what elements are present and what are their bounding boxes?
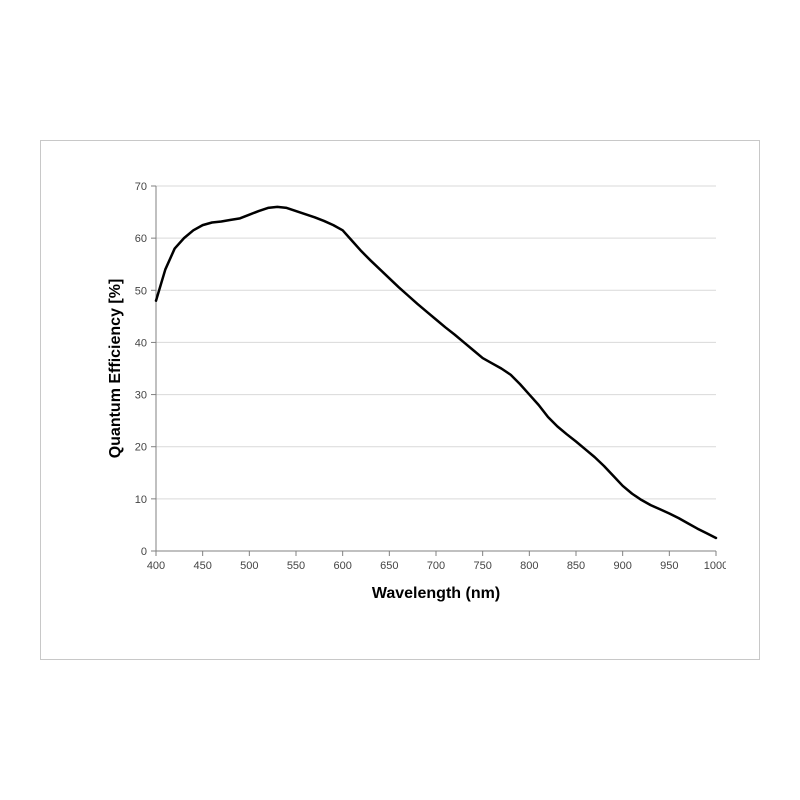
x-tick-label: 550 bbox=[287, 560, 305, 572]
x-tick-label: 600 bbox=[333, 560, 351, 572]
x-tick-label: 400 bbox=[147, 560, 165, 572]
y-axis-label: Quantum Efficiency [%] bbox=[107, 279, 124, 459]
x-tick-label: 900 bbox=[613, 560, 631, 572]
chart-container: 4004505005506006507007508008509009501000… bbox=[106, 176, 724, 604]
y-tick-label: 40 bbox=[135, 337, 147, 349]
x-tick-label: 800 bbox=[520, 560, 538, 572]
chart-frame: 4004505005506006507007508008509009501000… bbox=[40, 140, 760, 660]
y-tick-label: 50 bbox=[135, 285, 147, 297]
x-axis-label: Wavelength (nm) bbox=[372, 585, 500, 602]
x-tick-label: 1000 bbox=[704, 560, 726, 572]
y-tick-label: 0 bbox=[141, 546, 147, 558]
x-tick-label: 750 bbox=[473, 560, 491, 572]
x-tick-label: 450 bbox=[193, 560, 211, 572]
x-tick-label: 650 bbox=[380, 560, 398, 572]
x-tick-label: 500 bbox=[240, 560, 258, 572]
qe-series-line bbox=[156, 207, 716, 538]
y-tick-label: 70 bbox=[135, 181, 147, 193]
x-tick-label: 700 bbox=[427, 560, 445, 572]
x-tick-label: 850 bbox=[567, 560, 585, 572]
y-tick-label: 60 bbox=[135, 233, 147, 245]
qe-line-chart: 4004505005506006507007508008509009501000… bbox=[106, 176, 726, 606]
y-tick-label: 20 bbox=[135, 442, 147, 454]
x-tick-label: 950 bbox=[660, 560, 678, 572]
y-tick-label: 10 bbox=[135, 494, 147, 506]
y-tick-label: 30 bbox=[135, 390, 147, 402]
